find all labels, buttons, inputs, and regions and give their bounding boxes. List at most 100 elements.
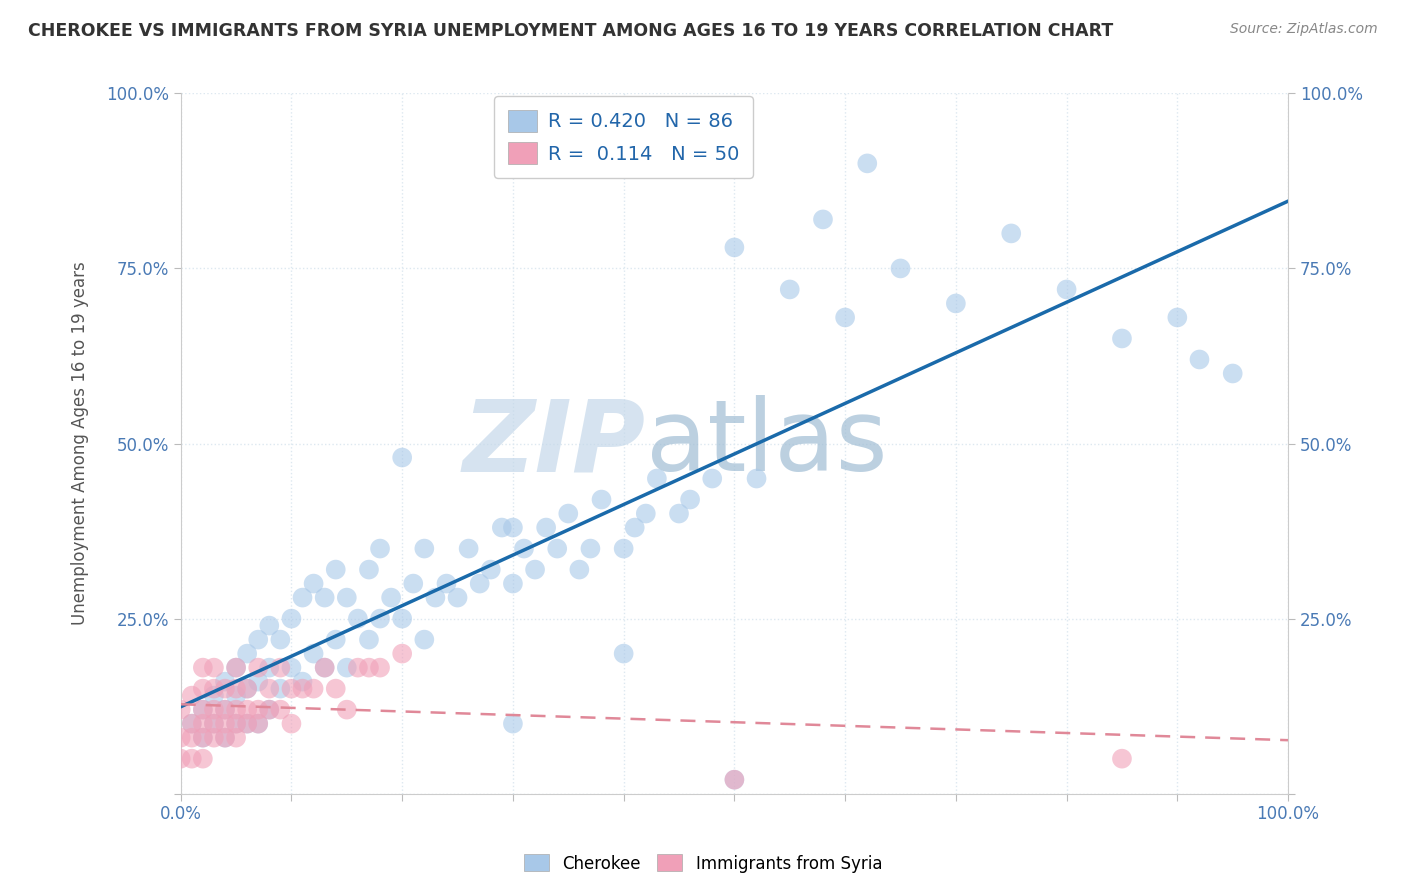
Point: [502, 520, 524, 534]
Point: [202, 660, 225, 674]
Point: [1000, 227, 1022, 241]
Point: [259, 660, 281, 674]
Point: [325, 681, 347, 696]
Point: [380, 591, 402, 605]
Text: Source: ZipAtlas.com: Source: ZipAtlas.com: [1230, 22, 1378, 37]
Point: [513, 541, 536, 556]
Text: atlas: atlas: [645, 395, 887, 492]
Point: [1056, 282, 1078, 296]
Point: [779, 282, 801, 296]
Point: [214, 716, 236, 731]
Point: [291, 681, 314, 696]
Point: [225, 660, 247, 674]
Point: [314, 591, 336, 605]
Point: [591, 492, 613, 507]
Point: [259, 703, 281, 717]
Point: [502, 576, 524, 591]
Point: [170, 752, 193, 766]
Point: [702, 471, 724, 485]
Point: [336, 591, 359, 605]
Point: [214, 703, 236, 717]
Point: [180, 752, 202, 766]
Point: [214, 703, 236, 717]
Point: [645, 471, 668, 485]
Point: [413, 632, 436, 647]
Point: [225, 716, 247, 731]
Point: [391, 647, 413, 661]
Legend: R = 0.420   N = 86, R =  0.114   N = 50: R = 0.420 N = 86, R = 0.114 N = 50: [494, 96, 754, 178]
Point: [1222, 367, 1244, 381]
Point: [468, 576, 491, 591]
Point: [180, 689, 202, 703]
Point: [202, 716, 225, 731]
Point: [834, 310, 856, 325]
Point: [225, 731, 247, 745]
Point: [413, 541, 436, 556]
Point: [368, 660, 391, 674]
Point: [336, 660, 359, 674]
Point: [214, 674, 236, 689]
Point: [357, 632, 380, 647]
Point: [202, 716, 225, 731]
Point: [202, 681, 225, 696]
Point: [191, 731, 214, 745]
Point: [269, 681, 291, 696]
Point: [425, 591, 447, 605]
Point: [391, 611, 413, 625]
Point: [436, 576, 458, 591]
Point: [214, 731, 236, 745]
Point: [247, 660, 270, 674]
Point: [524, 563, 547, 577]
Point: [723, 772, 745, 787]
Point: [446, 591, 468, 605]
Point: [325, 563, 347, 577]
Point: [745, 471, 768, 485]
Point: [623, 520, 645, 534]
Point: [180, 731, 202, 745]
Point: [402, 576, 425, 591]
Point: [170, 703, 193, 717]
Point: [269, 632, 291, 647]
Point: [280, 716, 302, 731]
Point: [180, 716, 202, 731]
Point: [236, 647, 259, 661]
Point: [457, 541, 479, 556]
Point: [236, 703, 259, 717]
Point: [1111, 752, 1133, 766]
Point: [259, 703, 281, 717]
Point: [613, 541, 636, 556]
Point: [191, 752, 214, 766]
Point: [723, 772, 745, 787]
Point: [247, 703, 270, 717]
Point: [945, 296, 967, 310]
Point: [723, 240, 745, 254]
Point: [291, 674, 314, 689]
Point: [236, 716, 259, 731]
Point: [336, 703, 359, 717]
Point: [357, 563, 380, 577]
Point: [368, 611, 391, 625]
Point: [191, 731, 214, 745]
Point: [291, 591, 314, 605]
Point: [314, 660, 336, 674]
Point: [269, 703, 291, 717]
Point: [314, 660, 336, 674]
Point: [191, 716, 214, 731]
Point: [1111, 331, 1133, 345]
Point: [259, 681, 281, 696]
Point: [280, 660, 302, 674]
Point: [613, 647, 636, 661]
Point: [1166, 310, 1188, 325]
Point: [236, 681, 259, 696]
Point: [180, 716, 202, 731]
Point: [534, 520, 557, 534]
Text: ZIP: ZIP: [463, 395, 645, 492]
Point: [479, 563, 502, 577]
Point: [225, 716, 247, 731]
Point: [546, 541, 568, 556]
Point: [247, 674, 270, 689]
Point: [491, 520, 513, 534]
Point: [357, 660, 380, 674]
Text: CHEROKEE VS IMMIGRANTS FROM SYRIA UNEMPLOYMENT AMONG AGES 16 TO 19 YEARS CORRELA: CHEROKEE VS IMMIGRANTS FROM SYRIA UNEMPL…: [28, 22, 1114, 40]
Point: [325, 632, 347, 647]
